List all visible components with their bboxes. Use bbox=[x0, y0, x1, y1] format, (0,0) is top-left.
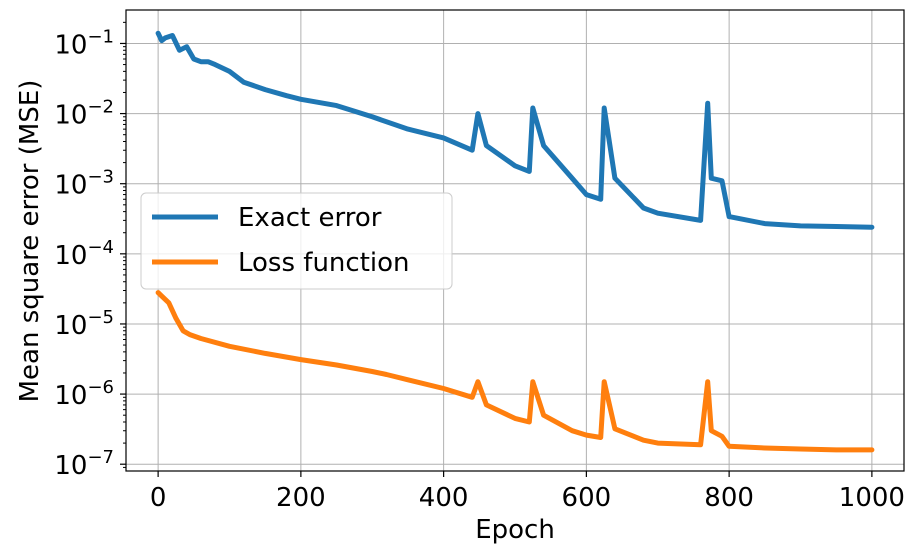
x-tick-label: 400 bbox=[419, 483, 469, 513]
legend-label-loss-function: Loss function bbox=[238, 248, 410, 278]
x-axis-ticks: 0 200 400 600 800 1000 bbox=[150, 471, 905, 513]
legend-box bbox=[140, 192, 453, 290]
grid bbox=[126, 10, 904, 471]
y-tick-label: 10−3 bbox=[54, 167, 114, 201]
series-lines bbox=[155, 30, 875, 453]
y-tick-label: 10−1 bbox=[54, 26, 114, 60]
x-axis-label: Epoch bbox=[475, 515, 555, 545]
legend-label-exact-error: Exact error bbox=[238, 203, 382, 233]
y-axis-ticks: 10−7 10−6 10−5 10−4 10−3 10−2 10−1 bbox=[54, 21, 126, 481]
series-line-exact-error bbox=[155, 30, 875, 230]
y-tick-label: 10−4 bbox=[54, 237, 114, 271]
x-tick-label: 800 bbox=[704, 483, 754, 513]
x-tick-label: 600 bbox=[562, 483, 612, 513]
y-axis-label: Mean square error (MSE) bbox=[15, 80, 45, 403]
y-tick-label: 10−5 bbox=[54, 307, 114, 341]
x-tick-label: 200 bbox=[276, 483, 326, 513]
plot-frame bbox=[125, 9, 905, 472]
x-tick-label: 0 bbox=[150, 483, 167, 513]
y-tick-label: 10−2 bbox=[54, 97, 114, 131]
x-tick-label: 1000 bbox=[839, 483, 905, 513]
y-tick-label: 10−6 bbox=[54, 377, 114, 411]
legend: Exact error Loss function bbox=[140, 192, 453, 290]
y-tick-label: 10−7 bbox=[54, 447, 114, 481]
series-line-loss-function bbox=[155, 290, 875, 453]
